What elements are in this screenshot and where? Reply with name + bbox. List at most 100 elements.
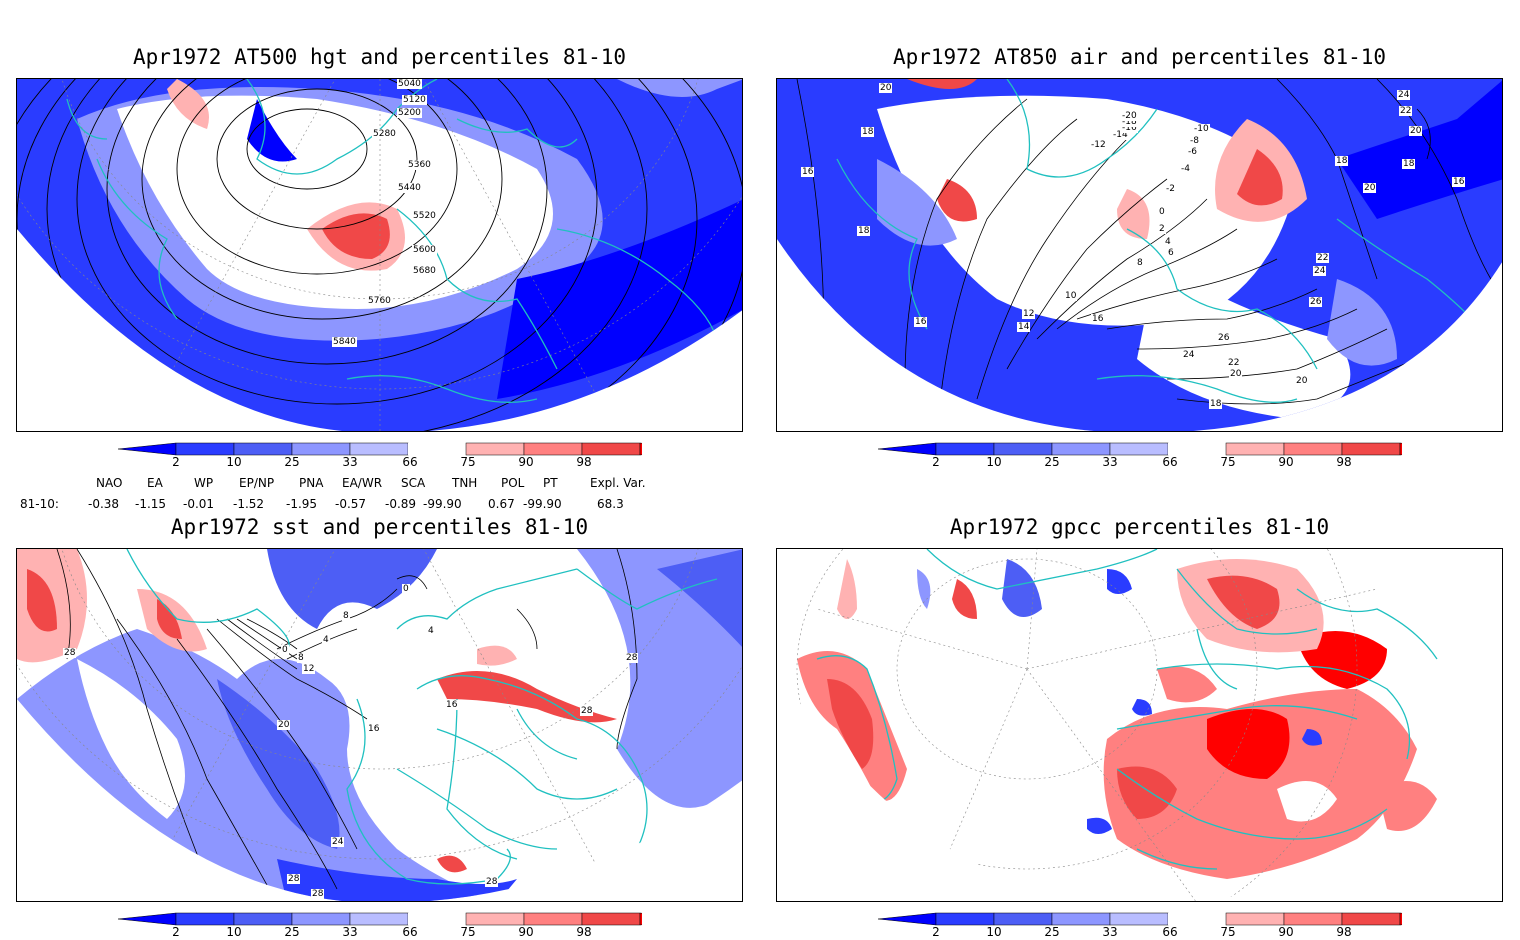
contour-label: 4 [1164, 237, 1172, 247]
contour-label: 20 [879, 83, 893, 93]
colorbar-tick: 90 [1278, 455, 1294, 469]
tele-value: -1.95 [286, 497, 318, 511]
colorbar-tick: 66 [402, 455, 418, 469]
colorbar-segment [1341, 912, 1401, 926]
contour-label: 22 [1399, 106, 1413, 116]
colorbar-segment [408, 913, 466, 925]
contour-label: 5120 [402, 95, 427, 105]
panel-2-field [777, 79, 1502, 431]
contour-label: 2 [1158, 224, 1166, 234]
tele-header: SCA [401, 476, 426, 490]
colorbar-segment [1109, 442, 1169, 456]
colorbar-tick: 25 [1044, 925, 1060, 939]
colorbar-tick: 33 [1102, 455, 1118, 469]
contour-label: 5280 [372, 129, 397, 139]
contour-label: 18 [1402, 159, 1416, 169]
contour-label: 4 [427, 626, 435, 636]
colorbar-tick: 66 [1162, 925, 1178, 939]
colorbar-segment [581, 442, 641, 456]
colorbar-segment [1283, 442, 1343, 456]
contour-label: -10 [1193, 124, 1210, 134]
colorbar-segment [581, 912, 641, 926]
contour-label: 20 [277, 720, 291, 730]
colorbar-segment [233, 912, 293, 926]
colorbar-tick: 33 [1102, 925, 1118, 939]
colorbar-tick: 75 [1220, 455, 1236, 469]
colorbar-segment [349, 442, 409, 456]
contour-label: 8 [297, 653, 305, 663]
contour-label: 18 [861, 127, 875, 137]
colorbar-tick: 90 [518, 455, 534, 469]
panel-1-title: Apr1972 AT500 hgt and percentiles 81-10 [132, 45, 627, 69]
panel-4-field [777, 549, 1502, 901]
colorbar-tick: 25 [284, 925, 300, 939]
contour-label: 20 [1295, 376, 1309, 386]
contour-label: 0 [402, 584, 410, 594]
contour-label: 20 [1363, 183, 1377, 193]
contour-label: 16 [367, 724, 381, 734]
colorbar-tick: 90 [518, 925, 534, 939]
colorbar-tick: 75 [1220, 925, 1236, 939]
colorbar-segment [1109, 912, 1169, 926]
panel-3-title: Apr1972 sst and percentiles 81-10 [170, 515, 589, 539]
panel-3-map[interactable]: 28 20 24 28 28 0 4 8 12 16 16 8 28 28 0 … [16, 548, 743, 902]
contour-label: 10 [1064, 291, 1078, 301]
contour-label: 16 [1091, 314, 1105, 324]
colorbar-tick: 10 [226, 455, 242, 469]
colorbar-segment [993, 912, 1053, 926]
contour-label: -14 [1112, 130, 1129, 140]
colorbar-tick: 2 [932, 925, 940, 939]
contour-label: -4 [1180, 164, 1191, 174]
colorbar-segment [291, 442, 351, 456]
tele-value: -1.52 [233, 497, 265, 511]
colorbar-4: 2 10 25 33 66 75 90 98 [878, 910, 1402, 940]
colorbar-tick: 10 [226, 925, 242, 939]
colorbar-tick: 10 [986, 925, 1002, 939]
colorbar-segment [408, 443, 466, 455]
contour-label: 5840 [332, 337, 357, 347]
colorbar-tick: 25 [1044, 455, 1060, 469]
contour-label: 28 [311, 889, 325, 899]
colorbar-segment [639, 442, 642, 456]
colorbar-tick: 66 [1162, 455, 1178, 469]
panel-4-map[interactable] [776, 548, 1503, 902]
colorbar-tick: 98 [1336, 925, 1352, 939]
tele-header: NAO [96, 476, 123, 490]
colorbar-segment [349, 912, 409, 926]
contour-label: 5200 [397, 108, 422, 118]
colorbar-segment [291, 912, 351, 926]
contour-label: 5680 [412, 266, 437, 276]
contour-label: 5520 [412, 211, 437, 221]
colorbar-tick: 75 [460, 455, 476, 469]
contour-label: 18 [1335, 156, 1349, 166]
colorbar-segment [1051, 912, 1111, 926]
contour-label: 24 [331, 837, 345, 847]
contour-label: 24 [1313, 266, 1327, 276]
contour-label: 28 [63, 648, 77, 658]
colorbar-segment [523, 442, 583, 456]
colorbar-segment [1168, 913, 1226, 925]
tele-value: -1.15 [135, 497, 167, 511]
colorbar-tick: 10 [986, 455, 1002, 469]
contour-label: -18 [1121, 117, 1138, 127]
colorbar-segment [1283, 912, 1343, 926]
contour-label: 5600 [412, 245, 437, 255]
tele-header: EP/NP [239, 476, 275, 490]
tele-value: -0.01 [183, 497, 215, 511]
contour-label: 0 [1158, 207, 1166, 217]
contour-label: 28 [580, 706, 594, 716]
colorbar-segment [118, 442, 177, 456]
panel-2-map[interactable]: 20 18 16 18 16 12 14 10 16 8 6 4 2 0 -2 … [776, 78, 1503, 432]
colorbar-swatches [878, 442, 1402, 456]
colorbar-swatches [118, 912, 642, 926]
tele-row-label: 81-10: [20, 497, 59, 511]
contour-label: -8 [1189, 136, 1200, 146]
colorbar-segment [1225, 442, 1285, 456]
panel-1-map[interactable]: 5040 5120 5200 5280 5360 5440 5520 5600 … [16, 78, 743, 432]
contour-label: 8 [1136, 258, 1144, 268]
colorbar-tick: 98 [576, 455, 592, 469]
contour-label: 20 [1409, 126, 1423, 136]
contour-label: 0 [281, 645, 289, 655]
colorbar-tick: 98 [1336, 455, 1352, 469]
tele-header: Expl. Var. [590, 476, 646, 490]
